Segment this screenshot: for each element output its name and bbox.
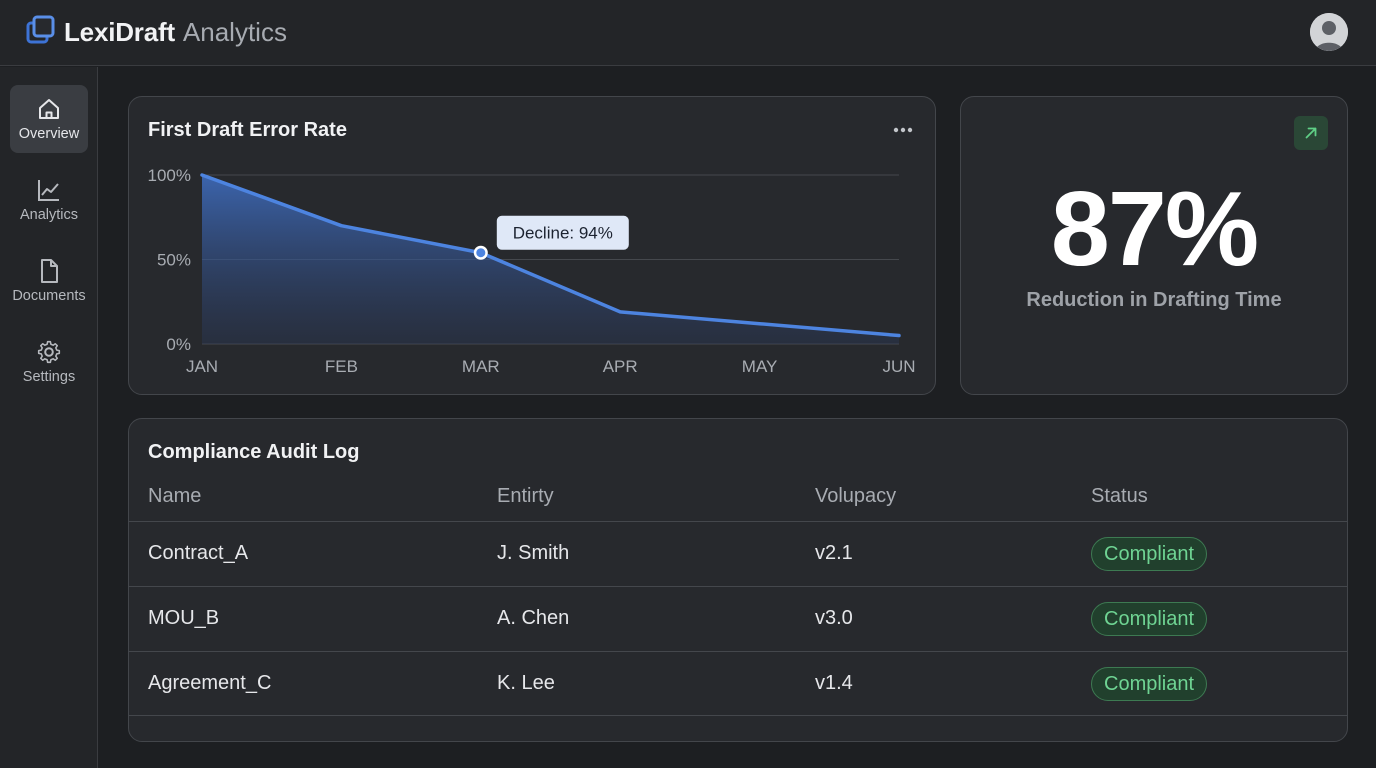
- gear-icon: [37, 340, 61, 364]
- nav-label-settings: Settings: [22, 369, 76, 385]
- series-area: [202, 175, 899, 344]
- kpi-label: Reduction in Drafting Time: [1026, 289, 1282, 311]
- app-name: LexiDraft: [64, 16, 175, 47]
- kpi-card: 87% Reduction in Drafting Time: [960, 96, 1348, 395]
- line-chart-icon: [38, 180, 59, 201]
- y-tick-label: 100%: [148, 166, 191, 185]
- status-badge: Compliant: [1091, 602, 1208, 636]
- error-rate-card: First Draft Error Rate 100% 50% 0% JAN FEB MA…: [128, 96, 936, 395]
- cell-version: v1.4: [815, 672, 853, 694]
- table-row[interactable]: Contract_A J. Smith v2.1 Compliant: [129, 521, 1347, 586]
- column-header-status[interactable]: Status: [1091, 485, 1148, 507]
- status-badge: Compliant: [1091, 667, 1208, 701]
- y-tick-label: 0%: [166, 335, 191, 354]
- column-header-version[interactable]: Volupacy: [815, 485, 897, 507]
- cell-name: MOU_B: [148, 607, 220, 629]
- cell-entity: K. Lee: [497, 672, 555, 694]
- more-options-icon[interactable]: [891, 125, 915, 135]
- y-tick-label: 50%: [157, 251, 191, 270]
- table-row[interactable]: Agreement_C K. Lee v1.4 Compliant: [129, 651, 1347, 716]
- x-tick-label: MAR: [462, 357, 500, 376]
- x-tick-label: JAN: [186, 357, 218, 376]
- audit-log-card: Compliance Audit Log Name Entirty Volupa…: [128, 418, 1348, 742]
- column-header-name[interactable]: Name: [148, 485, 202, 507]
- status-badge: Compliant: [1091, 537, 1208, 571]
- tooltip-box: [496, 215, 629, 250]
- brand[interactable]: LexiDraft Analytics: [24, 14, 287, 51]
- logo-icon: [24, 14, 56, 51]
- home-icon: [39, 99, 59, 119]
- highlight-point: [476, 248, 486, 258]
- chart-title: First Draft Error Rate: [148, 119, 347, 141]
- nav-label-overview: Overview: [18, 126, 80, 142]
- column-header-entity[interactable]: Entirty: [497, 485, 554, 507]
- table-row[interactable]: MOU_B A. Chen v3.0 Compliant: [129, 586, 1347, 651]
- nav-item-documents[interactable]: Documents: [10, 247, 88, 315]
- x-tick-label: FEB: [325, 357, 358, 376]
- kpi-value: 87%: [1050, 170, 1259, 288]
- cell-name: Contract_A: [148, 542, 249, 564]
- table-header: Name Entirty Volupacy Status: [129, 485, 1347, 521]
- user-avatar[interactable]: [1310, 13, 1348, 51]
- cell-entity: A. Chen: [497, 607, 570, 629]
- error-rate-chart: 100% 50% 0% JAN FEB MAR APR MAY JUN Decline: 94%: [148, 166, 916, 376]
- nav-item-settings[interactable]: Settings: [10, 328, 88, 396]
- tooltip-label: Decline: 94%: [513, 224, 613, 243]
- user-icon: [1310, 13, 1348, 51]
- x-tick-label: APR: [603, 357, 638, 376]
- series-line: [200, 173, 901, 338]
- arrow-up-right-icon: [1305, 127, 1317, 139]
- cell-version: v2.1: [815, 542, 853, 564]
- x-tick-label: MAY: [742, 357, 778, 376]
- nav-item-overview[interactable]: Overview: [10, 85, 88, 153]
- audit-title: Compliance Audit Log: [148, 441, 360, 463]
- document-icon: [41, 259, 58, 283]
- sidebar: Overview Analytics Documents Settings: [0, 67, 98, 768]
- cell-name: Agreement_C: [148, 672, 272, 694]
- nav-item-analytics[interactable]: Analytics: [10, 166, 88, 234]
- app-subtitle: Analytics: [182, 16, 287, 47]
- cell-entity: J. Smith: [497, 542, 570, 564]
- x-tick-label: JUN: [882, 357, 915, 376]
- nav-label-documents: Documents: [12, 288, 86, 304]
- cell-version: v3.0: [815, 607, 853, 629]
- top-bar: LexiDraft Analytics: [0, 0, 1376, 66]
- trend-button[interactable]: [1294, 116, 1328, 150]
- nav-label-analytics: Analytics: [19, 207, 79, 223]
